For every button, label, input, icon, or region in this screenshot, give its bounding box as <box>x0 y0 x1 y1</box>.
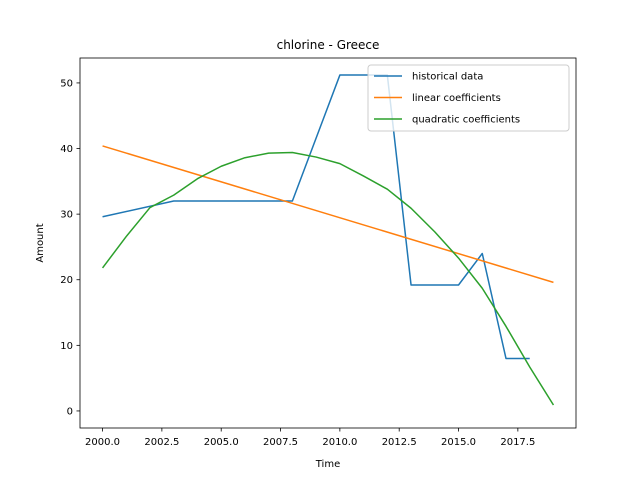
y-tick-label: 0 <box>67 406 73 417</box>
axes-frame <box>79 57 577 429</box>
legend-label: historical data <box>412 72 483 83</box>
y-axis-label: Amount <box>35 223 46 262</box>
y-tick-label: 50 <box>60 78 73 89</box>
x-axis-label: Time <box>315 459 340 470</box>
y-tick-label: 20 <box>60 275 73 286</box>
x-tick-label: 2012.5 <box>382 437 417 448</box>
x-tick-label: 2000.0 <box>85 437 120 448</box>
x-tick-label: 2015.0 <box>441 437 476 448</box>
x-tick-label: 2017.5 <box>500 437 535 448</box>
legend-label: quadratic coefficients <box>412 115 520 126</box>
y-tick-label: 10 <box>60 341 73 352</box>
y-axis: 0 10 20 30 40 50 <box>60 78 80 417</box>
legend-box <box>367 64 570 132</box>
y-tick-label: 30 <box>60 210 73 221</box>
series-line-1 <box>102 145 554 284</box>
x-tick-label: 2002.5 <box>144 437 179 448</box>
x-axis: 2000.0 2002.5 2005.0 2007.5 2010.0 2012.5 2015… <box>85 428 535 448</box>
x-tick-label: 2010.0 <box>322 437 357 448</box>
x-tick-label: 2005.0 <box>204 437 239 448</box>
series-line-2 <box>101 151 555 406</box>
legend: historical data linear coefficients quadra… <box>367 64 570 132</box>
x-tick-label: 2007.5 <box>263 437 298 448</box>
chart-title: chlorine - Greece <box>277 38 380 52</box>
y-tick-label: 40 <box>60 144 73 155</box>
series-line-0 <box>102 74 530 360</box>
series-layer <box>101 74 555 406</box>
legend-label: linear coefficients <box>412 93 501 104</box>
